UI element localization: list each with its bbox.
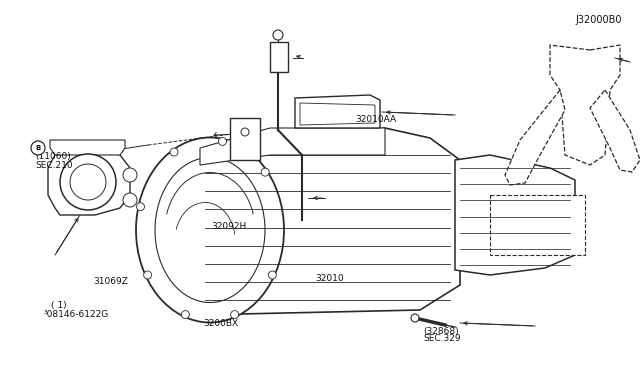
Text: 32092H: 32092H bbox=[211, 222, 246, 231]
Circle shape bbox=[181, 311, 189, 318]
Circle shape bbox=[123, 168, 137, 182]
Bar bbox=[490, 195, 585, 255]
Polygon shape bbox=[300, 103, 375, 125]
Text: J32000B0: J32000B0 bbox=[575, 16, 622, 25]
Circle shape bbox=[31, 141, 45, 155]
Text: 3200BX: 3200BX bbox=[204, 319, 239, 328]
Bar bbox=[230, 118, 260, 160]
Text: (11060): (11060) bbox=[35, 153, 71, 161]
Text: B: B bbox=[35, 145, 40, 151]
Circle shape bbox=[136, 203, 145, 211]
Circle shape bbox=[241, 128, 249, 136]
Polygon shape bbox=[455, 155, 575, 275]
Polygon shape bbox=[550, 45, 620, 165]
Circle shape bbox=[170, 148, 178, 156]
Polygon shape bbox=[48, 148, 130, 215]
Circle shape bbox=[273, 30, 283, 40]
Text: (32868): (32868) bbox=[424, 327, 460, 336]
Circle shape bbox=[143, 271, 152, 279]
Circle shape bbox=[123, 193, 137, 207]
Polygon shape bbox=[295, 95, 380, 128]
Polygon shape bbox=[175, 128, 460, 315]
Polygon shape bbox=[200, 128, 385, 165]
Circle shape bbox=[230, 311, 239, 318]
Text: ³08146-6122G: ³08146-6122G bbox=[44, 310, 109, 319]
Polygon shape bbox=[505, 90, 565, 185]
Circle shape bbox=[411, 314, 419, 322]
Text: 32010AA: 32010AA bbox=[355, 115, 396, 124]
Text: SEC.210: SEC.210 bbox=[35, 161, 73, 170]
Text: ( 1): ( 1) bbox=[51, 301, 67, 310]
Circle shape bbox=[218, 137, 227, 145]
Polygon shape bbox=[590, 90, 640, 172]
Bar bbox=[270, 42, 288, 72]
Circle shape bbox=[268, 271, 276, 279]
Text: 31069Z: 31069Z bbox=[93, 278, 127, 286]
Circle shape bbox=[261, 168, 269, 176]
Circle shape bbox=[60, 154, 116, 210]
Text: 32010: 32010 bbox=[315, 274, 344, 283]
Ellipse shape bbox=[136, 138, 284, 323]
Polygon shape bbox=[50, 140, 125, 155]
Text: SEC.329: SEC.329 bbox=[424, 334, 461, 343]
